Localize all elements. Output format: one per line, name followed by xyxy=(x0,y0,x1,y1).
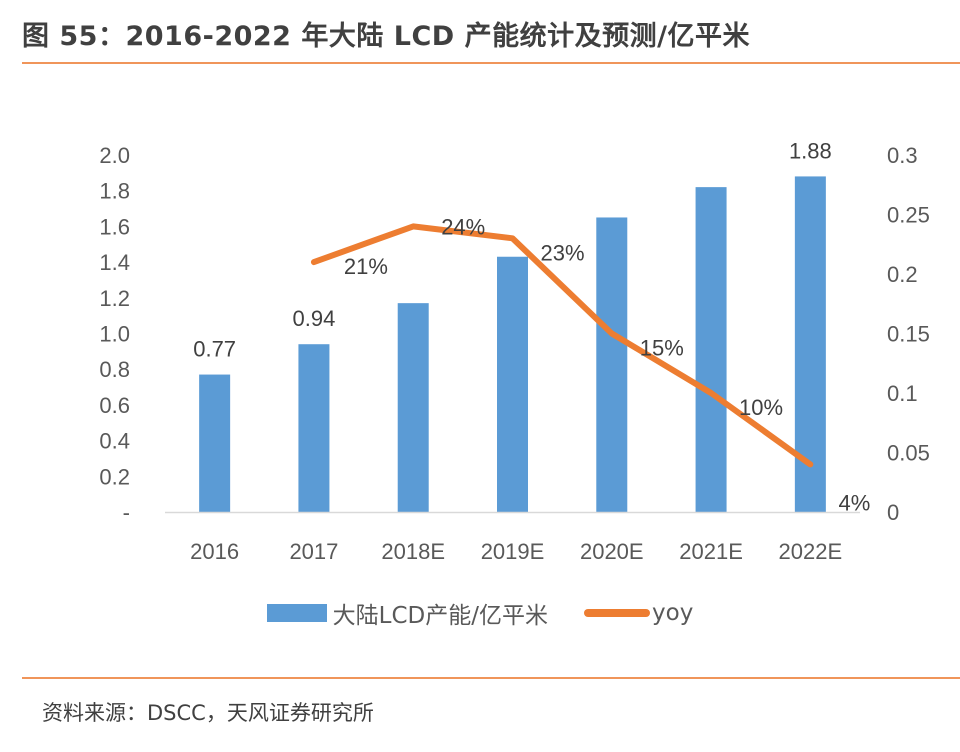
right-axis-tick-label: 0.3 xyxy=(887,143,918,168)
right-axis-tick-label: 0.25 xyxy=(887,203,930,228)
right-axis-tick-label: 0.05 xyxy=(887,441,930,466)
x-axis-tick-label: 2016 xyxy=(190,539,239,564)
bar-data-label: 1.88 xyxy=(789,138,832,163)
legend-label-capacity: 大陆LCD产能/亿平米 xyxy=(332,603,549,629)
left-axis-tick-label: 1.8 xyxy=(99,179,130,204)
bar xyxy=(596,217,628,512)
left-axis-tick-label: 0.8 xyxy=(99,357,130,382)
left-axis-tick-label: 1.6 xyxy=(99,214,130,239)
legend-item-capacity: 大陆LCD产能/亿平米 xyxy=(266,596,549,630)
legend-label-yoy: yoy xyxy=(652,600,694,626)
yoy-line xyxy=(310,223,814,468)
yoy-data-label: 24% xyxy=(441,214,485,239)
yoy-data-label: 21% xyxy=(344,254,388,279)
right-axis-tick-label: 0.15 xyxy=(887,322,930,347)
x-axis-tick-label: 2019E xyxy=(481,539,545,564)
x-axis-tick-label: 2018E xyxy=(381,539,445,564)
legend-item-yoy: yoy xyxy=(584,600,693,626)
left-axis-tick-label: 0.2 xyxy=(99,464,130,489)
left-axis-tick-label: 0.6 xyxy=(99,393,130,418)
left-axis-tick-label: 1.0 xyxy=(99,322,130,347)
x-axis-tick-label: 2020E xyxy=(580,539,644,564)
source-divider xyxy=(22,677,960,679)
bar xyxy=(695,187,727,512)
left-axis-tick-label: 2.0 xyxy=(99,143,130,168)
bar-data-label: 0.77 xyxy=(193,337,236,362)
bar xyxy=(397,303,429,512)
left-axis-tick-label: - xyxy=(123,500,130,525)
bar-data-label: 0.94 xyxy=(293,306,336,331)
bar xyxy=(298,344,330,512)
legend-swatch-line xyxy=(584,609,651,617)
x-axis-tick-label: 2021E xyxy=(679,539,743,564)
left-axis-tick-label: 1.4 xyxy=(99,250,130,275)
left-axis-tick-label: 1.2 xyxy=(99,286,130,311)
left-axis-tick-label: 0.4 xyxy=(99,429,130,454)
x-axis-tick-label: 2022E xyxy=(779,539,843,564)
chart: - 0.2 0.4 0.6 0.8 1.0 1.2 1.4 1.6 1.8 2.0 0 0.05 0.1 0… xyxy=(99,138,930,564)
right-axis-tick-label: 0 xyxy=(887,500,899,525)
source-note: 资料来源：DSCC，天风证券研究所 xyxy=(42,701,374,725)
bar xyxy=(497,256,528,512)
yoy-data-label: 23% xyxy=(540,240,584,265)
right-axis-tick-label: 0.2 xyxy=(887,262,918,287)
chart-legend: 大陆LCD产能/亿平米 yoy xyxy=(0,596,960,630)
bar xyxy=(199,374,231,512)
yoy-data-label: 4% xyxy=(838,490,870,515)
right-axis-tick-label: 0.1 xyxy=(887,381,918,406)
yoy-data-label: 15% xyxy=(640,336,684,361)
legend-swatch-bar xyxy=(266,604,327,622)
x-axis-tick-label: 2017 xyxy=(289,539,338,564)
title-divider xyxy=(22,62,960,64)
figure-title: 图 55：2016-2022 年大陆 LCD 产能统计及预测/亿平米 xyxy=(22,21,750,52)
yoy-data-label: 10% xyxy=(739,395,783,420)
